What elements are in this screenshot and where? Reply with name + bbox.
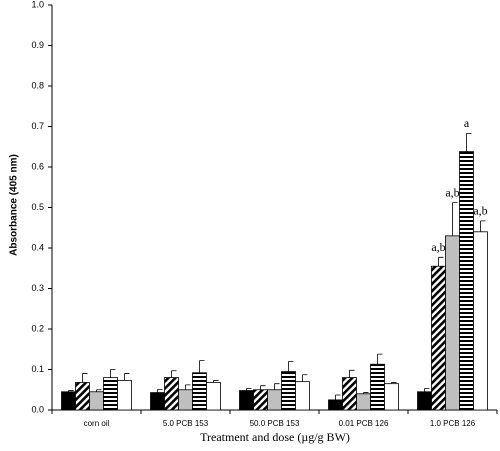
bar <box>61 391 76 411</box>
error-bar <box>302 374 308 382</box>
error-bar <box>246 388 252 391</box>
error-bar <box>424 388 430 392</box>
bar <box>445 235 460 411</box>
bar <box>178 389 193 411</box>
error-bar <box>171 370 177 378</box>
error-bar <box>377 353 383 365</box>
bar <box>356 393 371 411</box>
y-tick-label: 0.3 <box>31 283 44 293</box>
error-bar <box>68 390 74 392</box>
y-tick-label: 0.9 <box>31 40 44 50</box>
bar <box>103 377 118 411</box>
bar <box>370 363 385 411</box>
error-bar <box>157 388 163 393</box>
y-tick-label: 0.2 <box>31 323 44 333</box>
bar <box>342 377 357 411</box>
bar <box>206 382 221 411</box>
bar <box>295 381 310 411</box>
annotation: a,b <box>473 204 487 218</box>
bar <box>473 231 488 411</box>
bar <box>239 390 254 411</box>
x-tick-label: corn oil <box>84 419 110 428</box>
y-tick-label: 1.0 <box>31 0 44 9</box>
error-bar <box>199 360 205 373</box>
bar <box>117 380 132 411</box>
bar <box>75 382 90 411</box>
bar <box>267 389 282 411</box>
y-tick-label: 0.7 <box>31 121 44 131</box>
error-bar <box>96 389 102 392</box>
bar <box>281 371 296 411</box>
error-bar <box>335 394 341 400</box>
y-tick-label: 0.0 <box>31 404 44 414</box>
bar <box>431 265 446 411</box>
y-tick-label: 0.5 <box>31 202 44 212</box>
x-tick-label: 5.0 PCB 153 <box>163 419 209 428</box>
y-tick-label: 0.8 <box>31 80 44 90</box>
bar <box>384 383 399 411</box>
bar <box>164 377 179 411</box>
bar <box>328 399 343 411</box>
x-tick-label: 1.0 PCB 126 <box>430 419 476 428</box>
error-bar <box>438 256 444 267</box>
y-tick-label: 0.1 <box>31 364 44 374</box>
annotation: a <box>464 116 470 130</box>
y-axis-label: Absorbance (405 nm) <box>9 154 20 256</box>
y-tick-label: 0.4 <box>31 242 44 252</box>
bar <box>192 372 207 411</box>
bar <box>459 151 474 411</box>
error-bar <box>260 385 266 390</box>
x-tick-label: 50.0 PCB 153 <box>250 419 300 428</box>
error-bar <box>288 361 294 372</box>
error-bar <box>82 373 88 383</box>
y-tick-label: 0.6 <box>31 161 44 171</box>
error-bar <box>480 220 486 232</box>
error-bar <box>124 373 130 381</box>
error-bar <box>185 384 191 390</box>
error-bar <box>213 380 219 383</box>
bar <box>417 391 432 411</box>
error-bar <box>363 392 369 394</box>
error-bar <box>391 382 397 384</box>
error-bar <box>466 132 472 152</box>
error-bar <box>452 202 458 236</box>
error-bar <box>274 383 280 390</box>
x-tick-label: 0.01 PCB 126 <box>339 419 389 428</box>
bar <box>89 391 104 411</box>
error-bar <box>110 369 116 378</box>
annotation: a,b <box>445 185 459 199</box>
annotation: a,b <box>431 240 445 254</box>
bar <box>253 389 268 411</box>
bar <box>150 392 165 411</box>
x-axis-label: Treatment and dose (µg/g BW) <box>200 430 350 444</box>
error-bar <box>349 369 355 378</box>
